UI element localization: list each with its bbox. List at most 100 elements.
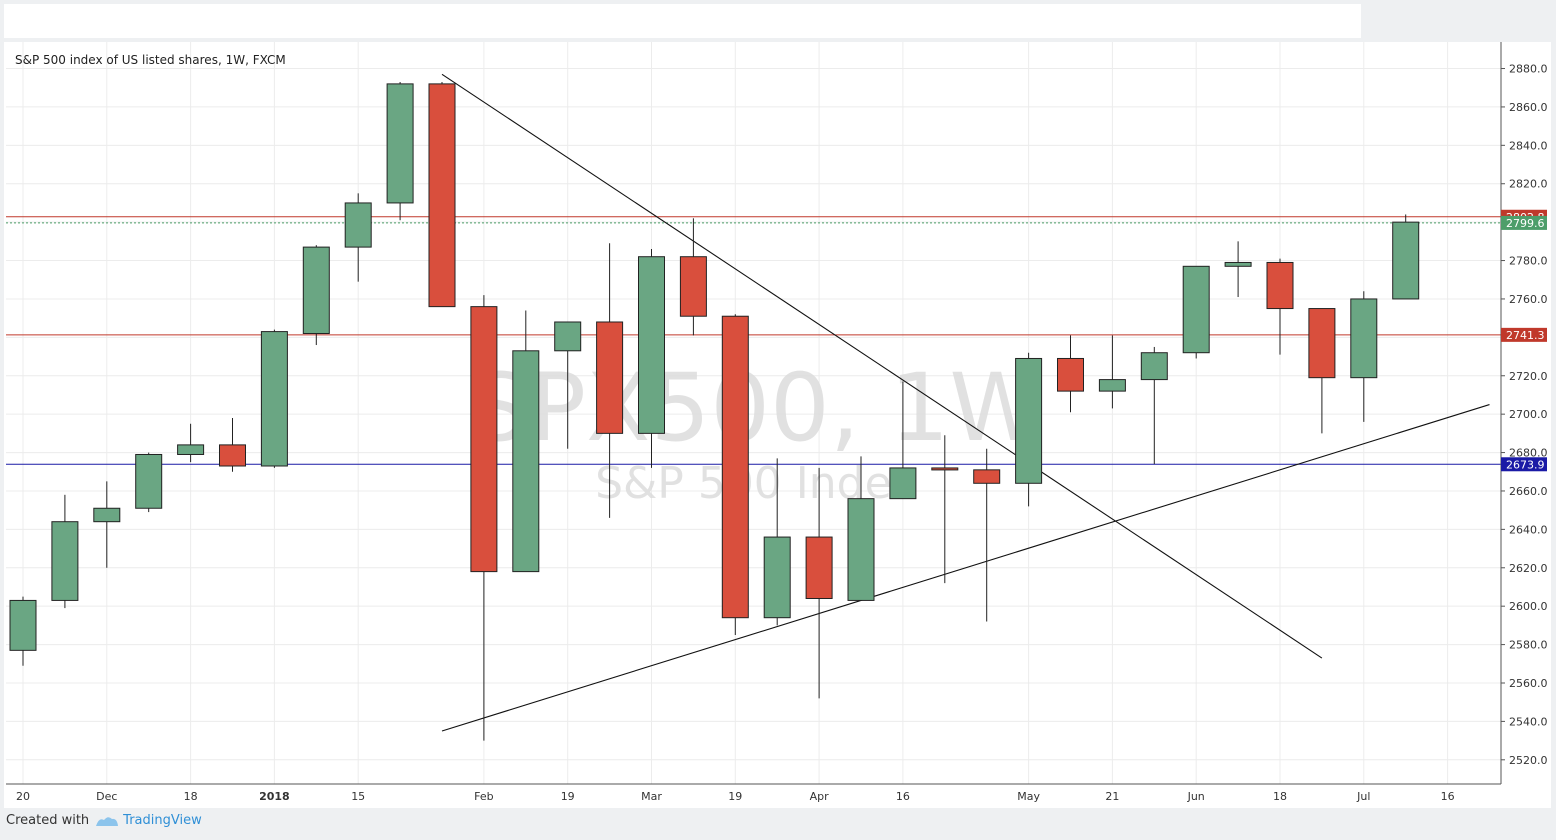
x-tick-label: Jun — [1187, 790, 1205, 803]
candle-body — [889, 467, 917, 500]
y-tick-label: 2660.0 — [1509, 485, 1548, 498]
price-tag — [1501, 327, 1547, 342]
candle-body — [679, 256, 707, 317]
trendline — [441, 404, 1490, 732]
y-tick-label: 2600.0 — [1509, 600, 1548, 613]
candle-up — [512, 310, 540, 573]
top-toolbar — [4, 4, 1361, 38]
price-tag — [1501, 215, 1547, 230]
y-tick-label: 2780.0 — [1509, 255, 1548, 268]
price-tag-label: 2741.3 — [1506, 329, 1545, 342]
y-tick-label: 2820.0 — [1509, 178, 1548, 191]
candle-body — [1140, 352, 1168, 381]
x-tick-label: Dec — [96, 790, 117, 803]
candle-body — [554, 321, 582, 352]
x-tick-label: 16 — [1441, 790, 1455, 803]
candlestick-chart[interactable]: SPX500, 1W S&P 500 Index 2520.02540.0256… — [4, 42, 1551, 808]
x-tick-label: Feb — [474, 790, 493, 803]
candle-body — [931, 467, 959, 471]
candle-body — [763, 536, 791, 619]
candle-up — [1098, 335, 1126, 409]
candle-body — [805, 536, 833, 599]
x-tick-label: 2018 — [259, 790, 290, 803]
axes: 2520.0 2540.0 2560.0 2580.0 2600.0 2620.0 2640… — [6, 42, 1548, 803]
candle-up — [889, 381, 917, 500]
candle-body — [1266, 261, 1294, 310]
candle-down — [721, 314, 749, 635]
candle-body — [93, 507, 121, 523]
candle-body — [470, 306, 498, 573]
tradingview-link[interactable]: TradingView — [95, 813, 202, 828]
candle-body — [973, 469, 1001, 484]
candle-down — [931, 435, 959, 584]
x-tick-label: 18 — [184, 790, 198, 803]
candle-up — [302, 245, 330, 346]
candle-body — [9, 599, 37, 651]
candle-down — [1308, 308, 1336, 434]
y-tick-label: 2880.0 — [1509, 63, 1548, 76]
y-tick-label: 2580.0 — [1509, 639, 1548, 652]
candle-up — [1392, 214, 1420, 300]
candle-up — [1015, 352, 1043, 507]
candles — [9, 81, 1420, 741]
y-tick-label: 2700.0 — [1509, 408, 1548, 421]
candle-body — [344, 202, 372, 248]
chart-panel[interactable]: SPX500, 1W S&P 500 Index 2520.0 2540.0 256… — [4, 42, 1551, 808]
x-tick-label: May — [1017, 790, 1040, 803]
x-tick-label: 15 — [351, 790, 365, 803]
candle-up — [51, 494, 79, 609]
candle-up — [1140, 346, 1168, 465]
candle-up — [1182, 265, 1210, 359]
candle-body — [428, 83, 456, 308]
trendlines — [441, 73, 1490, 732]
x-tick-label: 20 — [16, 790, 30, 803]
candle-up — [1224, 241, 1252, 298]
candle-body — [177, 444, 205, 455]
y-tick-label: 2840.0 — [1509, 139, 1548, 152]
y-tick-label: 2720.0 — [1509, 370, 1548, 383]
candle-up — [763, 458, 791, 626]
candle-body — [638, 256, 665, 434]
candle-body — [260, 331, 288, 467]
candle-up — [1350, 291, 1378, 422]
candle-down — [428, 81, 456, 308]
candle-body — [1392, 221, 1420, 300]
price-tag-label: 2799.6 — [1506, 217, 1545, 230]
candle-down — [470, 295, 498, 741]
candle-up — [135, 452, 163, 513]
created-with-text: Created with — [6, 813, 90, 828]
horizontal-levels — [6, 216, 1501, 465]
y-tick-label: 2520.0 — [1509, 754, 1548, 767]
x-tick-label: 18 — [1273, 790, 1287, 803]
price-tag-label: 2673.9 — [1506, 458, 1545, 471]
candle-up — [260, 329, 288, 468]
watermark-symbol: SPX500, 1W — [470, 354, 1043, 463]
tradingview-logo-icon — [96, 816, 119, 826]
candle-down — [973, 448, 1001, 622]
candle-body — [1308, 308, 1336, 379]
candle-body — [51, 521, 79, 601]
candle-up — [638, 249, 665, 468]
candle-up — [386, 81, 414, 221]
candle-down — [1266, 258, 1294, 355]
candle-body — [596, 321, 624, 434]
candle-down — [219, 418, 246, 472]
candle-body — [721, 315, 749, 619]
y-tick-label: 2620.0 — [1509, 562, 1548, 575]
candle-down — [805, 467, 833, 699]
y-tick-label: 2860.0 — [1509, 101, 1548, 114]
y-tick-label: 2560.0 — [1509, 677, 1548, 690]
candle-up — [93, 481, 121, 568]
x-tick-label: 19 — [728, 790, 742, 803]
price-tag — [1501, 457, 1547, 472]
candle-body — [1057, 357, 1084, 392]
footer: Created with TradingView — [6, 813, 202, 828]
trendline — [441, 73, 1323, 659]
chart-title: S&P 500 index of US listed shares, 1W, F… — [15, 53, 286, 67]
candle-body — [1098, 379, 1126, 392]
candle-body — [1350, 298, 1378, 379]
y-tick-label: 2540.0 — [1509, 715, 1548, 728]
candle-body — [1224, 261, 1252, 267]
candle-body — [512, 350, 540, 573]
candle-body — [135, 453, 163, 509]
